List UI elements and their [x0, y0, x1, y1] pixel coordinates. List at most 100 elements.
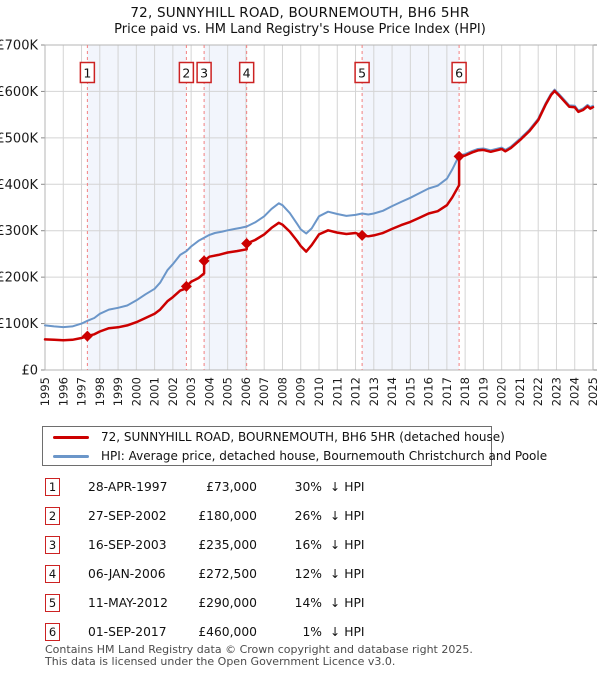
svg-text:2009: 2009 [294, 377, 308, 406]
sale-hpi-direction: ↓ HPI [330, 567, 365, 581]
sale-price: £235,000 [198, 538, 257, 552]
legend-item-price: 72, SUNNYHILL ROAD, BOURNEMOUTH, BH6 5HR… [43, 427, 505, 446]
sale-markers [81, 150, 465, 342]
sale-price: £460,000 [198, 625, 257, 639]
license-line-1: Contains HM Land Registry data © Crown c… [45, 643, 473, 656]
sale-price: £272,500 [198, 567, 257, 581]
svg-text:£100K: £100K [0, 317, 38, 332]
sale-price: £180,000 [198, 509, 257, 523]
price-history-chart: 1 2 3 4 5 6£0£100K£200K£300K£400K£500K£600K£7… [0, 39, 600, 407]
sale-date: 16-SEP-2003 [88, 538, 167, 552]
sale-hpi-direction: ↓ HPI [330, 480, 365, 494]
svg-text:£400K: £400K [0, 178, 38, 193]
sale-number-badge: 4 [45, 565, 60, 583]
svg-text:3: 3 [200, 66, 208, 81]
svg-text:2017: 2017 [440, 377, 454, 406]
svg-text:£500K: £500K [0, 131, 38, 146]
svg-text:2007: 2007 [257, 377, 271, 406]
svg-text:2002: 2002 [166, 377, 180, 406]
table-row: 1 28-APR-1997 £73,000 30% ↓ HPI [45, 478, 465, 507]
svg-text:2023: 2023 [549, 377, 563, 406]
svg-text:2006: 2006 [239, 377, 253, 406]
sale-number-badge: 5 [45, 594, 60, 612]
svg-text:2011: 2011 [330, 377, 344, 406]
svg-text:2020: 2020 [495, 377, 509, 406]
sale-hpi-delta: 30% [294, 480, 322, 494]
svg-text:2005: 2005 [221, 377, 235, 406]
svg-text:2024: 2024 [568, 377, 582, 406]
table-row: 5 11-MAY-2012 £290,000 14% ↓ HPI [45, 594, 465, 623]
legend-label-price: 72, SUNNYHILL ROAD, BOURNEMOUTH, BH6 5HR… [101, 430, 505, 444]
svg-text:6: 6 [455, 66, 463, 81]
table-row: 4 06-JAN-2006 £272,500 12% ↓ HPI [45, 565, 465, 594]
svg-text:2010: 2010 [312, 377, 326, 406]
svg-text:1999: 1999 [111, 377, 125, 406]
svg-text:4: 4 [243, 66, 251, 81]
sale-number-badge: 3 [45, 536, 60, 554]
svg-text:2025: 2025 [586, 377, 600, 406]
sale-date: 01-SEP-2017 [88, 625, 167, 639]
sale-date: 28-APR-1997 [88, 480, 168, 494]
sale-hpi-delta: 12% [294, 567, 322, 581]
sale-hpi-delta: 26% [294, 509, 322, 523]
svg-text:1: 1 [83, 66, 91, 81]
sale-date: 11-MAY-2012 [88, 596, 168, 610]
svg-text:2004: 2004 [202, 377, 216, 406]
sale-number-badge: 1 [45, 478, 60, 496]
svg-text:2021: 2021 [513, 377, 527, 406]
chart-legend: 72, SUNNYHILL ROAD, BOURNEMOUTH, BH6 5HR… [42, 426, 547, 466]
svg-text:2014: 2014 [385, 377, 399, 406]
sale-hpi-delta: 1% [302, 625, 322, 639]
hpi-line-swatch [53, 455, 89, 458]
svg-text:2000: 2000 [129, 377, 143, 406]
svg-text:2016: 2016 [422, 377, 436, 406]
svg-text:1998: 1998 [93, 377, 107, 406]
svg-text:2019: 2019 [476, 377, 490, 406]
sale-price: £73,000 [206, 480, 257, 494]
sale-hpi-direction: ↓ HPI [330, 596, 365, 610]
table-row: 6 01-SEP-2017 £460,000 1% ↓ HPI [45, 623, 465, 652]
sales-table: 1 28-APR-1997 £73,000 30% ↓ HPI 2 27-SEP… [45, 478, 465, 652]
svg-text:2003: 2003 [184, 377, 198, 406]
svg-text:£200K: £200K [0, 271, 38, 286]
svg-text:2008: 2008 [275, 377, 289, 406]
sale-hpi-direction: ↓ HPI [330, 625, 365, 639]
grid [41, 44, 597, 371]
svg-text:2012: 2012 [349, 377, 363, 406]
sale-hpi-delta: 14% [294, 596, 322, 610]
svg-text:2: 2 [182, 66, 190, 81]
page-title: 72, SUNNYHILL ROAD, BOURNEMOUTH, BH6 5HR [130, 5, 470, 21]
svg-text:2018: 2018 [458, 377, 472, 406]
svg-text:£700K: £700K [0, 39, 38, 54]
price-line-swatch [53, 436, 89, 439]
svg-text:2022: 2022 [531, 377, 545, 406]
svg-text:5: 5 [358, 66, 366, 81]
license-line-2: This data is licensed under the Open Gov… [45, 654, 396, 668]
sale-price: £290,000 [198, 596, 257, 610]
svg-text:1997: 1997 [75, 377, 89, 406]
sale-date: 06-JAN-2006 [88, 567, 166, 581]
table-row: 3 16-SEP-2003 £235,000 16% ↓ HPI [45, 536, 465, 565]
y-axis-labels: £0 £100K £200K £300K £400K £500K £600K £700K [0, 39, 38, 379]
legend-label-hpi: HPI: Average price, detached house, Bour… [101, 449, 548, 463]
svg-text:£600K: £600K [0, 85, 38, 100]
svg-text:2001: 2001 [148, 377, 162, 406]
svg-text:£0: £0 [21, 364, 38, 379]
table-row: 2 27-SEP-2002 £180,000 26% ↓ HPI [45, 507, 465, 536]
price-paid-line [43, 89, 595, 342]
sale-date-lines [86, 45, 460, 370]
sale-hpi-direction: ↓ HPI [330, 538, 365, 552]
svg-text:1995: 1995 [38, 377, 52, 406]
svg-text:1996: 1996 [56, 377, 70, 406]
svg-text:£300K: £300K [0, 224, 38, 239]
license-note: Contains HM Land Registry data © Crown c… [45, 644, 473, 667]
sale-number-badge: 6 [45, 623, 60, 641]
svg-text:2015: 2015 [403, 377, 417, 406]
sale-date: 27-SEP-2002 [88, 509, 167, 523]
x-axis-labels: 1995 1996 1997 1998 1999 2000 2001 2002 2003 2004… [38, 377, 600, 406]
sale-number-badge: 2 [45, 507, 60, 525]
sale-hpi-delta: 16% [294, 538, 322, 552]
sale-hpi-direction: ↓ HPI [330, 509, 365, 523]
